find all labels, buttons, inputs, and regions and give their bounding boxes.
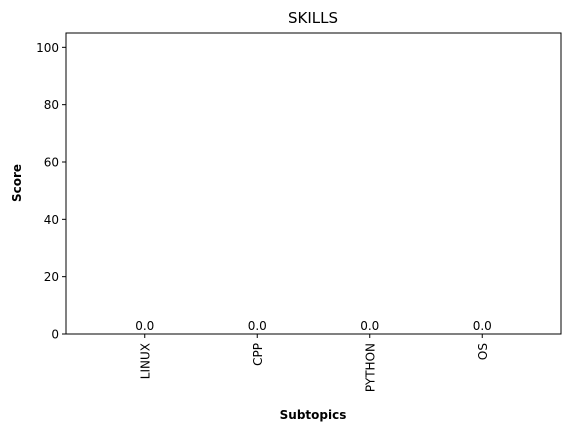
data-label-linux: 0.0 [135,319,154,333]
data-label-cpp: 0.0 [248,319,267,333]
chart-title: SKILLS [288,9,338,27]
x-axis-label: Subtopics [280,408,347,422]
data-labels-group: 0.0 0.0 0.0 0.0 [135,319,492,333]
x-axis: LINUX CPP PYTHON OS [138,334,490,392]
plot-area-frame [65,32,562,335]
y-tick-label: 20 [44,270,59,284]
x-tick-label-python: PYTHON [363,343,377,392]
y-tick-label: 100 [36,41,59,55]
y-axis: 0 20 40 60 80 100 [36,41,66,342]
y-tick-label: 40 [44,213,59,227]
y-tick-label: 80 [44,98,59,112]
y-tick-label: 0 [51,328,59,342]
y-tick-label: 60 [44,156,59,170]
data-label-python: 0.0 [360,319,379,333]
x-tick-label-linux: LINUX [138,343,152,379]
data-label-os: 0.0 [473,319,492,333]
x-tick-label-os: OS [476,343,490,360]
x-tick-label-cpp: CPP [251,343,265,366]
y-axis-label: Score [10,164,24,202]
